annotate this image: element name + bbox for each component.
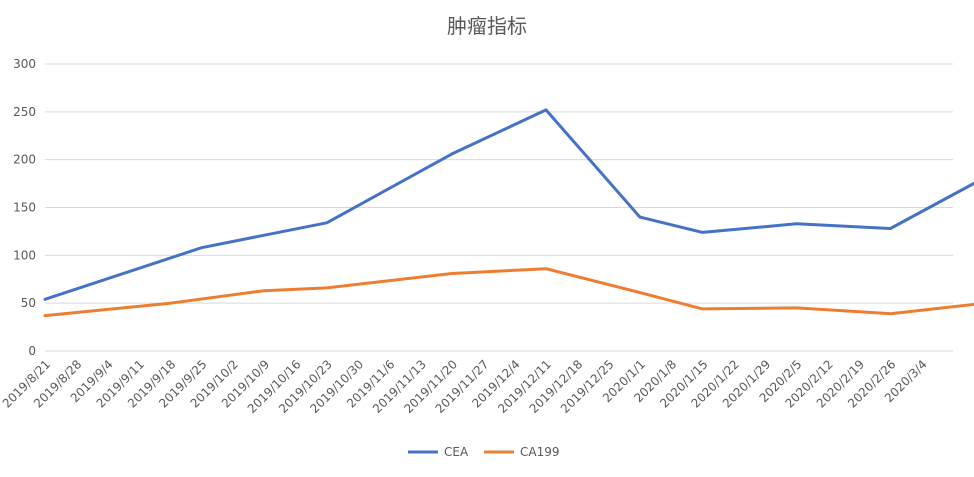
y-tick-label: 200 <box>13 153 36 167</box>
legend-label: CEA <box>444 445 469 459</box>
legend-label: CA199 <box>520 445 560 459</box>
y-tick-label: 150 <box>13 201 36 215</box>
y-tick-label: 250 <box>13 105 36 119</box>
legend-item-cea: CEA <box>408 445 469 459</box>
series-line-ca199 <box>43 267 974 318</box>
x-axis: 2019/8/212019/8/282019/9/42019/9/112019/… <box>0 357 930 416</box>
y-tick-label: 300 <box>13 57 36 71</box>
chart-title: 肿瘤指标 <box>447 14 527 38</box>
y-tick-label: 100 <box>13 248 36 262</box>
y-tick-label: 50 <box>21 296 36 310</box>
series-lines <box>43 108 974 318</box>
y-tick-label: 0 <box>28 344 36 358</box>
legend: CEA CA199 <box>408 445 560 459</box>
legend-item-ca199: CA199 <box>484 445 560 459</box>
series-line-cea <box>43 108 974 301</box>
y-axis: 0 50 100 150 200 250 300 <box>13 57 36 358</box>
gridlines <box>45 63 953 352</box>
